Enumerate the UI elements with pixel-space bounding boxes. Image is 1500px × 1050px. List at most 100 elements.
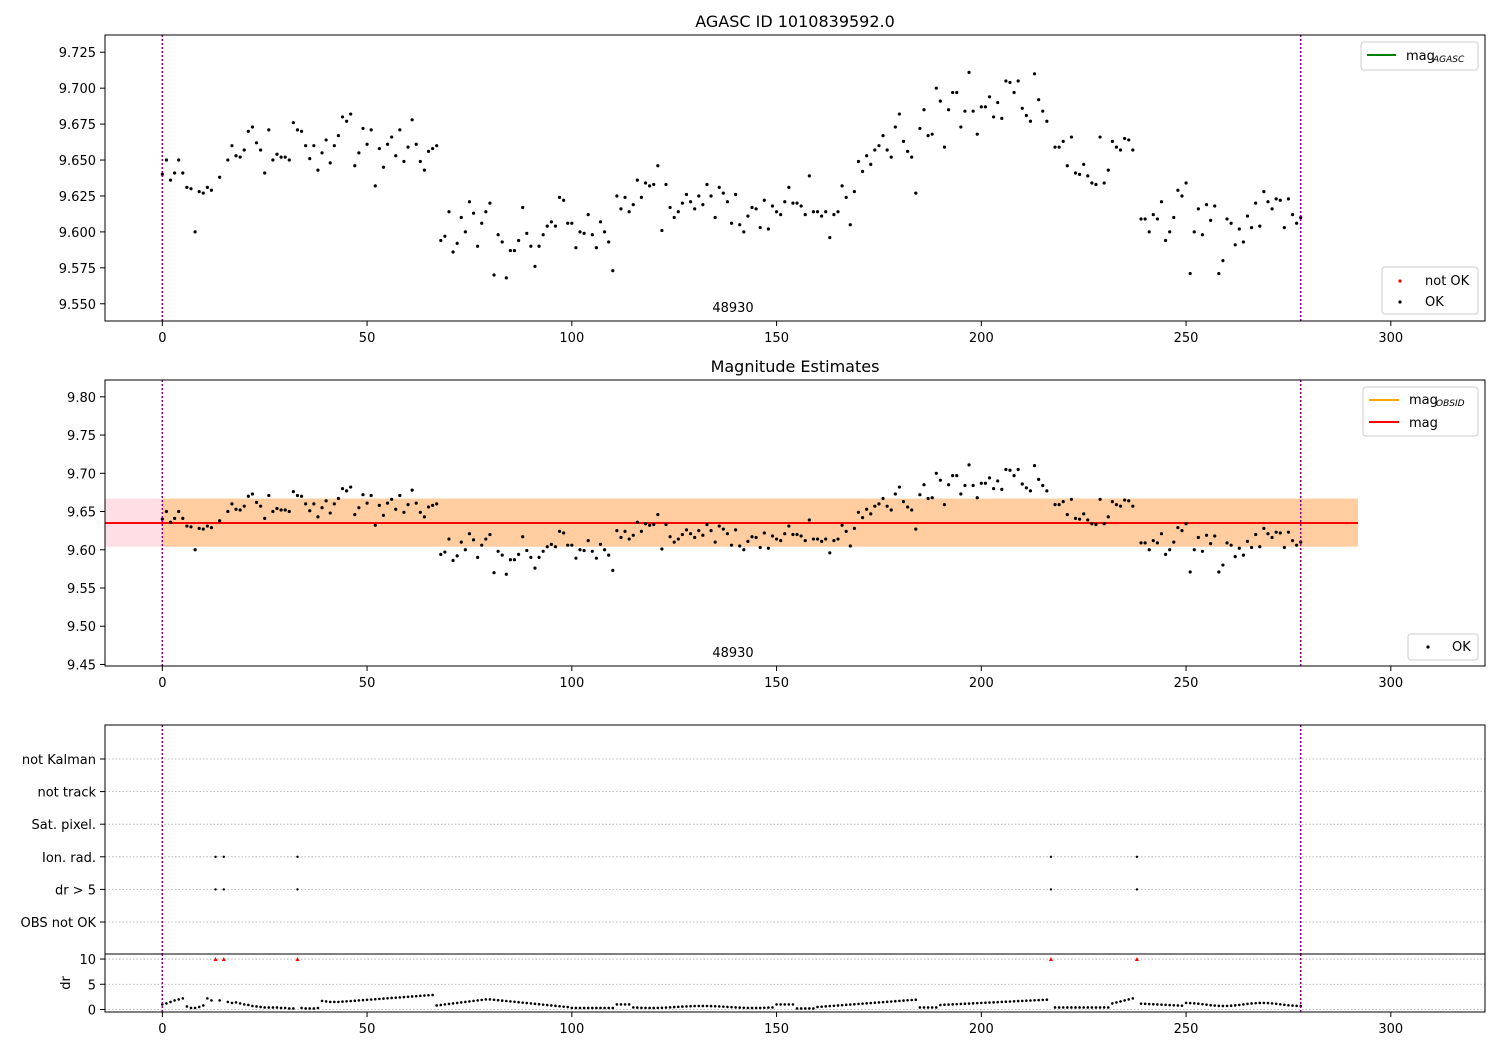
data-point xyxy=(189,1006,193,1010)
data-point xyxy=(996,479,1000,483)
data-point xyxy=(173,171,177,175)
data-point xyxy=(324,1000,328,1003)
data-point xyxy=(758,545,762,550)
data-point xyxy=(181,997,185,1000)
data-point xyxy=(754,207,758,211)
data-point xyxy=(840,523,844,527)
data-point xyxy=(996,1000,1000,1004)
data-point xyxy=(685,1005,688,1008)
data-point xyxy=(422,168,427,172)
data-point xyxy=(328,161,332,165)
data-point xyxy=(279,155,283,159)
data-point xyxy=(648,184,652,188)
data-point xyxy=(1029,999,1032,1002)
data-point xyxy=(299,129,304,133)
data-point xyxy=(1266,1001,1270,1005)
data-point xyxy=(1295,543,1299,547)
data-point xyxy=(386,996,389,1000)
data-point xyxy=(787,1003,791,1006)
data-point xyxy=(840,1003,844,1007)
data-point xyxy=(1020,482,1024,486)
data-point xyxy=(992,1001,995,1004)
data-point xyxy=(750,205,754,210)
data-point xyxy=(615,194,619,198)
data-point xyxy=(713,215,717,220)
data-point xyxy=(410,488,414,492)
data-point xyxy=(1004,467,1008,472)
y-tick-label: 9.575 xyxy=(59,262,96,277)
flag-marker xyxy=(214,855,217,858)
data-point xyxy=(406,145,410,149)
data-point xyxy=(987,476,992,480)
data-point xyxy=(668,535,672,539)
flag-category-label: Sat. pixel. xyxy=(32,818,96,833)
data-point xyxy=(1090,1006,1094,1009)
data-point xyxy=(476,999,479,1002)
data-point xyxy=(1000,116,1004,120)
data-point xyxy=(562,1005,565,1008)
data-point xyxy=(545,1003,549,1007)
data-point xyxy=(848,223,852,227)
data-point xyxy=(193,1006,197,1010)
data-point xyxy=(378,997,381,1001)
data-point xyxy=(271,158,275,162)
data-point xyxy=(426,505,431,509)
data-point xyxy=(369,128,373,132)
data-point xyxy=(185,524,189,528)
data-point xyxy=(1233,243,1237,247)
panel1-title: AGASC ID 1010839592.0 xyxy=(695,12,895,31)
panel2-obsid-annotation: 48930 xyxy=(712,646,753,661)
data-point xyxy=(906,998,909,1002)
data-point xyxy=(1237,227,1241,231)
data-point xyxy=(418,510,422,514)
data-point xyxy=(1238,1003,1241,1007)
data-point xyxy=(713,1004,717,1008)
data-point xyxy=(676,537,680,541)
data-point xyxy=(226,509,230,514)
data-point xyxy=(910,508,914,512)
data-point xyxy=(471,538,476,542)
panel2-title: Magnitude Estimates xyxy=(711,357,880,376)
data-point xyxy=(189,187,193,191)
data-point xyxy=(357,999,361,1002)
data-point xyxy=(697,1004,701,1008)
data-point xyxy=(881,134,885,138)
x-tick-label: 100 xyxy=(559,331,584,346)
data-point xyxy=(1012,90,1016,95)
data-point xyxy=(439,238,443,243)
data-point xyxy=(516,238,521,243)
data-point xyxy=(906,149,910,154)
data-point xyxy=(508,248,513,253)
data-point xyxy=(279,508,283,512)
data-point xyxy=(1249,225,1254,230)
data-point xyxy=(267,128,271,132)
data-point xyxy=(1229,221,1233,225)
y-tick-label: 10 xyxy=(79,953,96,968)
data-point xyxy=(369,493,373,498)
data-point xyxy=(750,535,754,539)
data-point xyxy=(226,1000,230,1004)
data-point xyxy=(341,1000,344,1003)
data-point xyxy=(533,264,537,268)
x-tick-label: 0 xyxy=(158,331,166,346)
data-point xyxy=(664,522,668,527)
data-point xyxy=(623,1003,627,1006)
data-point xyxy=(549,220,553,224)
data-point xyxy=(1110,139,1114,143)
flag-marker xyxy=(214,888,217,891)
data-point xyxy=(762,531,766,535)
data-point xyxy=(750,1006,754,1010)
data-point xyxy=(451,250,455,254)
x-tick-label: 300 xyxy=(1378,1022,1403,1037)
flag-marker xyxy=(1135,888,1139,891)
data-point xyxy=(316,1006,320,1010)
capped-dr-marker xyxy=(1134,957,1139,962)
data-point xyxy=(308,1007,312,1010)
data-point xyxy=(729,221,734,225)
data-point xyxy=(766,227,770,231)
data-point xyxy=(705,522,709,527)
data-point xyxy=(1041,483,1045,488)
data-point xyxy=(337,1000,340,1004)
data-point xyxy=(435,1004,438,1007)
data-point xyxy=(340,486,345,491)
